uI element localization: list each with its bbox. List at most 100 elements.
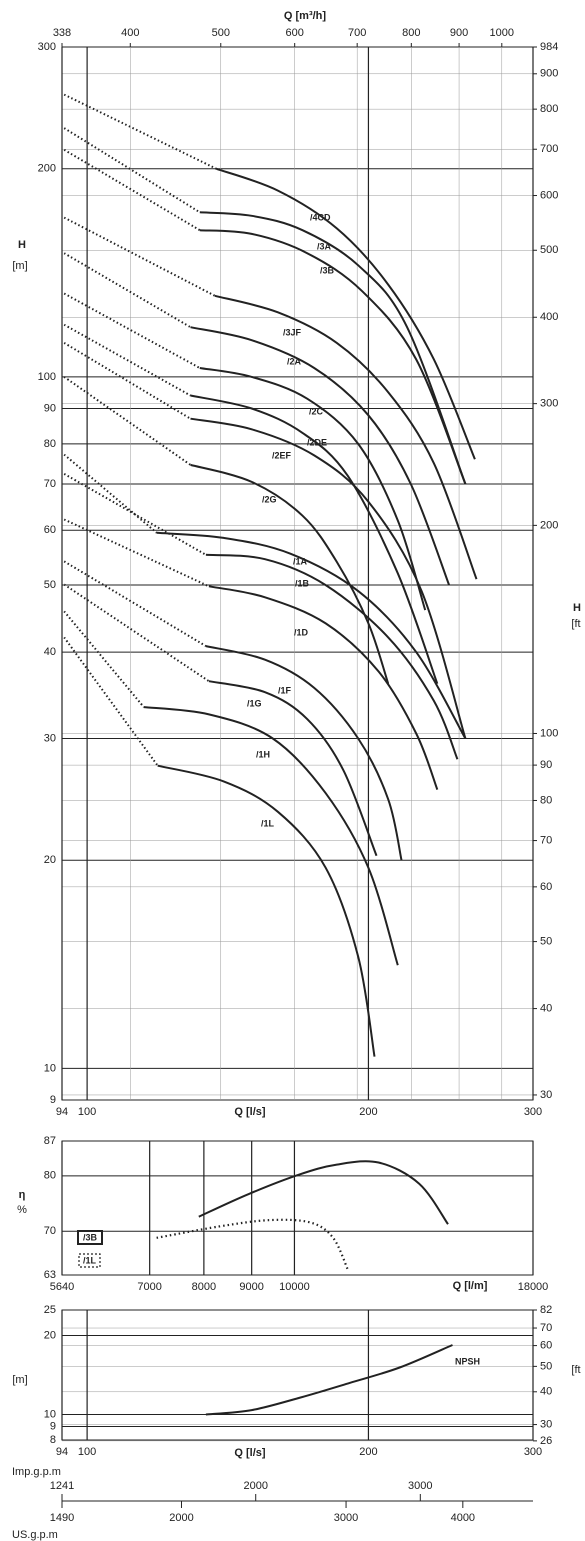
y-tick-label: 50	[44, 579, 56, 591]
curve-label: /2EF	[272, 450, 292, 460]
x-tick-label: 7000	[137, 1281, 161, 1293]
x-tick-label: 300	[524, 1106, 542, 1118]
y2-tick-label: 40	[540, 1386, 552, 1398]
legend-box	[77, 1230, 103, 1245]
curve-extension	[63, 610, 145, 708]
y-axis-unit: [m]	[12, 260, 27, 272]
y2-tick-label: 900	[540, 68, 558, 80]
y-tick-label: 9	[50, 1094, 56, 1106]
y2-tick-label: 100	[540, 727, 558, 739]
x2-tick-label: 338	[53, 27, 71, 39]
y-axis-title: H	[18, 239, 26, 251]
x-axis-title: Q [l/s]	[234, 1106, 266, 1118]
y2-tick-label: 600	[540, 189, 558, 201]
curve	[190, 417, 467, 739]
x2-tick-label: 1000	[490, 27, 514, 39]
y-tick-label: 30	[44, 732, 56, 744]
y2-tick-label: 40	[540, 1002, 552, 1014]
curve-label: /1H	[256, 749, 270, 759]
y-tick-label: 200	[38, 163, 56, 175]
y-tick-label: 70	[44, 1225, 56, 1237]
y2-tick-label: 300	[540, 398, 558, 410]
y-axis-unit: %	[17, 1204, 27, 1216]
x-tick-label: 5640	[50, 1281, 74, 1293]
curve-extension	[63, 216, 216, 297]
y2-tick-label: 984	[540, 41, 558, 53]
curve	[156, 531, 467, 739]
x2-tick-label: 600	[286, 27, 304, 39]
x-tick-label: 300	[524, 1446, 542, 1458]
y-tick-label: 90	[44, 402, 56, 414]
curve	[205, 1344, 453, 1416]
x-axis-title: Q [l/s]	[234, 1447, 266, 1459]
curve-label: /1D	[294, 627, 309, 637]
x2-tick-label: 700	[348, 27, 366, 39]
x-tick-label: 200	[359, 1106, 377, 1118]
y-tick-label: 20	[44, 1329, 56, 1341]
y2-tick-label: 70	[540, 834, 552, 846]
y2-axis-unit: [ft	[571, 1364, 580, 1376]
scale-tick-label: 2000	[169, 1512, 193, 1524]
x2-tick-label: 500	[212, 27, 230, 39]
y-tick-label: 25	[44, 1304, 56, 1316]
scale-tick-label: 1490	[50, 1512, 74, 1524]
curve-label: /2DE	[307, 437, 327, 447]
curve-label: /1B	[295, 578, 310, 588]
curve-label: /3JF	[283, 327, 302, 337]
y-tick-label: 70	[44, 478, 56, 490]
curve	[198, 1160, 449, 1225]
y-tick-label: 9	[50, 1420, 56, 1432]
curve-label: /1L	[261, 818, 275, 828]
scale-tick-label: 4000	[451, 1512, 475, 1524]
x-tick-label: 18000	[518, 1281, 549, 1293]
y2-tick-label: 26	[540, 1435, 552, 1447]
x-tick-label: 94	[56, 1446, 68, 1458]
y-tick-label: 10	[44, 1408, 56, 1420]
curve-extension	[63, 518, 210, 588]
curve-extension	[63, 473, 207, 556]
y-tick-label: 60	[44, 524, 56, 536]
curve-extension	[63, 342, 192, 420]
y2-tick-label: 800	[540, 103, 558, 115]
curve-label: /3A	[317, 241, 332, 251]
curve	[143, 706, 399, 966]
y2-tick-label: 82	[540, 1304, 552, 1316]
curve-extension	[63, 453, 158, 534]
y-tick-label: 10	[44, 1062, 56, 1074]
curve-extension	[63, 148, 201, 232]
y-tick-label: 63	[44, 1269, 56, 1281]
curve-label: /1G	[247, 698, 262, 708]
curve	[190, 394, 439, 685]
x2-axis-title: Q [m³/h]	[284, 10, 326, 22]
curve	[190, 463, 390, 685]
curve-label: /1F	[278, 685, 292, 695]
curve-extension	[63, 376, 192, 466]
plot-frame	[61, 1140, 534, 1276]
scale-tick-label: 1241	[50, 1480, 74, 1492]
curve-label: /2A	[287, 356, 302, 366]
y-tick-label: 87	[44, 1135, 56, 1147]
x-tick-label: 100	[78, 1106, 96, 1118]
curve	[205, 645, 403, 861]
x2-tick-label: 900	[450, 27, 468, 39]
y2-tick-label: 700	[540, 143, 558, 155]
x-tick-label: 8000	[192, 1281, 216, 1293]
curve-label: /4CD	[310, 212, 331, 222]
y2-tick-label: 60	[540, 1339, 552, 1351]
curve-extension	[63, 252, 192, 329]
y-tick-label: 8	[50, 1434, 56, 1446]
x-tick-label: 10000	[279, 1281, 310, 1293]
curve-label: NPSH	[455, 1356, 480, 1366]
x-tick-label: 9000	[239, 1281, 263, 1293]
curve	[199, 211, 467, 485]
x-tick-label: 200	[359, 1446, 377, 1458]
curve	[208, 680, 378, 857]
curve	[214, 294, 478, 580]
scale-tick-label: 3000	[408, 1480, 432, 1492]
legend-box	[78, 1253, 101, 1268]
curve	[157, 764, 376, 1057]
curve-extension	[63, 636, 159, 767]
x-axis-title: Q [l/m]	[453, 1280, 488, 1292]
curve	[199, 367, 427, 611]
